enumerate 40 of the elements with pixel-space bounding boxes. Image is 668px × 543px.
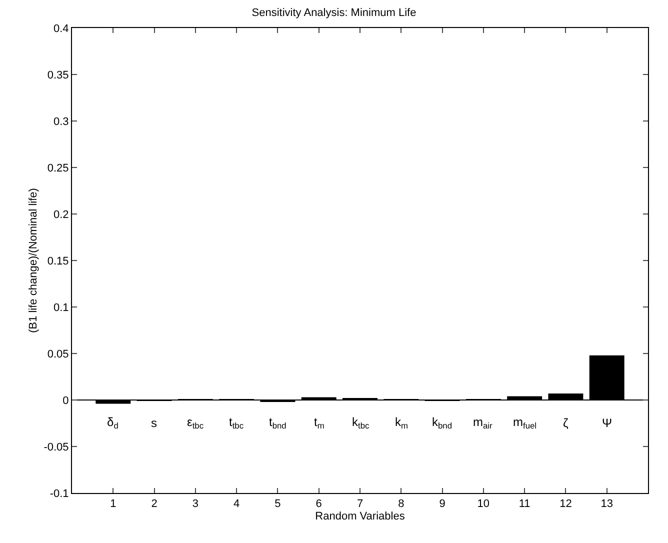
annotation: Ψ [602,416,612,430]
annotation: ζ [563,416,569,430]
annotation: k$_{m}$ [395,415,408,431]
x-tick-label: 6 [316,498,322,510]
x-axis-title: Random Variables [315,510,406,522]
y-tick-label: -0.05 [44,441,69,454]
x-tick-label: 11 [518,498,530,510]
x-tick-label: 1 [110,498,116,510]
annotation: t$_{bnd}$ [269,415,287,431]
annotation: m$_{air}$ [473,415,493,431]
x-tick-label: 12 [560,498,572,510]
annotation: k$_{bnd}$ [432,415,452,431]
annotation: t$_{m}$ [314,415,324,431]
y-tick-label: 0.25 [47,162,69,174]
x-tick-label: 2 [151,498,158,510]
y-tick-label: 0.05 [47,348,69,360]
x-tick-label: 13 [600,498,613,510]
y-axis-title: (B1 life change)/(Nominal life) [27,188,40,333]
x-tick-label: 8 [398,498,404,510]
chart-title: Sensitivity Analysis: Minimum Life [252,6,416,19]
x-tick-label: 10 [477,498,490,510]
y-tick-label: 0.1 [54,302,69,314]
x-tick-label: 9 [439,498,446,510]
x-tick-label: 3 [192,498,198,510]
annotation: k$_{tbc}$ [352,415,370,431]
y-tick-label: 0.4 [54,22,69,35]
y-tick-label: 0.35 [47,69,69,82]
y-tick-label: 0.2 [54,208,69,221]
annotation: ε$_{tbc}$ [187,415,204,431]
annotation: δ$_{d}$ [107,415,119,431]
annotation: t$_{tbc}$ [229,415,244,431]
y-tick-label: 0 [62,394,69,407]
x-tick-label: 7 [356,498,364,510]
x-tick-label: 4 [234,498,240,510]
x-tick-label: 5 [274,498,281,510]
annotation: m$_{fuel}$ [513,415,537,431]
annotation: s [151,416,157,430]
y-tick-label: 0.15 [47,255,69,268]
y-tick-label: 0.3 [54,116,69,128]
y-tick-label: -0.1 [50,488,69,500]
